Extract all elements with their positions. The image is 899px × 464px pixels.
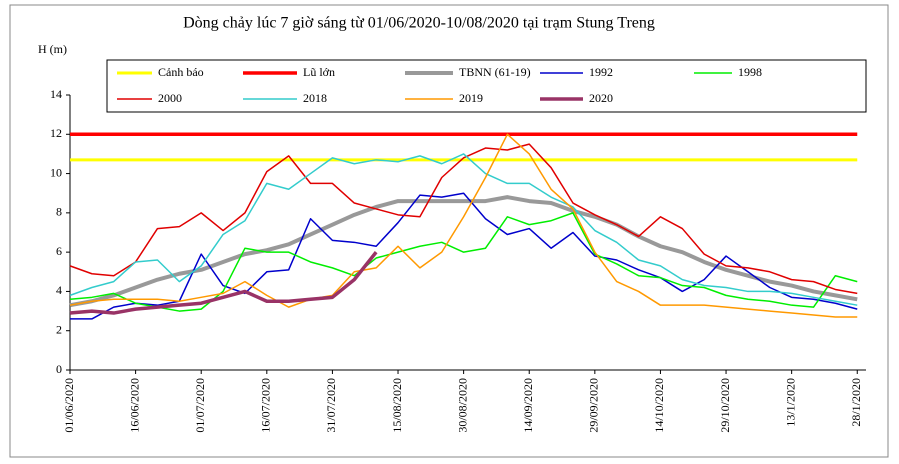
x-tick-label: 01/07/2020 xyxy=(193,378,207,433)
legend-label: 1992 xyxy=(589,65,613,79)
series-line xyxy=(69,195,858,308)
legend-label: 1998 xyxy=(738,65,762,79)
x-tick-label: 14/10/2020 xyxy=(652,378,666,433)
y-tick-label: 10 xyxy=(50,165,62,179)
x-tick-label: 31/07/2020 xyxy=(324,378,338,433)
x-tick-label: 13/1/2020 xyxy=(783,378,797,427)
series-line xyxy=(69,153,858,306)
x-tick-label: 15/08/2020 xyxy=(390,378,404,433)
legend-label: 2000 xyxy=(158,91,182,105)
series-line xyxy=(69,143,858,295)
y-axis-label: H (m) xyxy=(38,42,67,56)
y-tick-label: 2 xyxy=(56,322,62,336)
legend-label: 2018 xyxy=(303,91,327,105)
legend-label: Lũ lớn xyxy=(303,65,335,79)
legend xyxy=(106,59,867,113)
x-tick-label: 16/06/2020 xyxy=(127,378,141,433)
y-tick-label: 6 xyxy=(56,244,62,258)
legend-label: TBNN (61-19) xyxy=(459,65,531,79)
y-tick-label: 8 xyxy=(56,205,62,219)
y-tick-label: 12 xyxy=(50,126,62,140)
x-tick-label: 01/06/2020 xyxy=(62,378,76,433)
series-line xyxy=(69,251,378,315)
y-tick-label: 0 xyxy=(56,362,62,376)
series-line xyxy=(69,133,858,318)
x-tick-label: 29/09/2020 xyxy=(587,378,601,433)
y-tick-label: 14 xyxy=(50,87,62,101)
series-line xyxy=(70,192,858,320)
x-tick-label: 16/07/2020 xyxy=(259,378,273,433)
legend-label: 2020 xyxy=(589,91,613,105)
x-tick-label: 28/1/2020 xyxy=(849,378,863,427)
x-tick-label: 30/08/2020 xyxy=(455,378,469,433)
series-line xyxy=(69,212,858,312)
chart-title: Dòng chảy lúc 7 giờ sáng từ 01/06/2020-1… xyxy=(183,15,655,32)
legend-label: Cảnh báo xyxy=(158,65,204,79)
y-tick-label: 4 xyxy=(56,283,62,297)
x-tick-label: 29/10/2020 xyxy=(718,378,732,433)
x-tick-label: 14/09/2020 xyxy=(521,378,535,433)
legend-label: 2019 xyxy=(459,91,483,105)
